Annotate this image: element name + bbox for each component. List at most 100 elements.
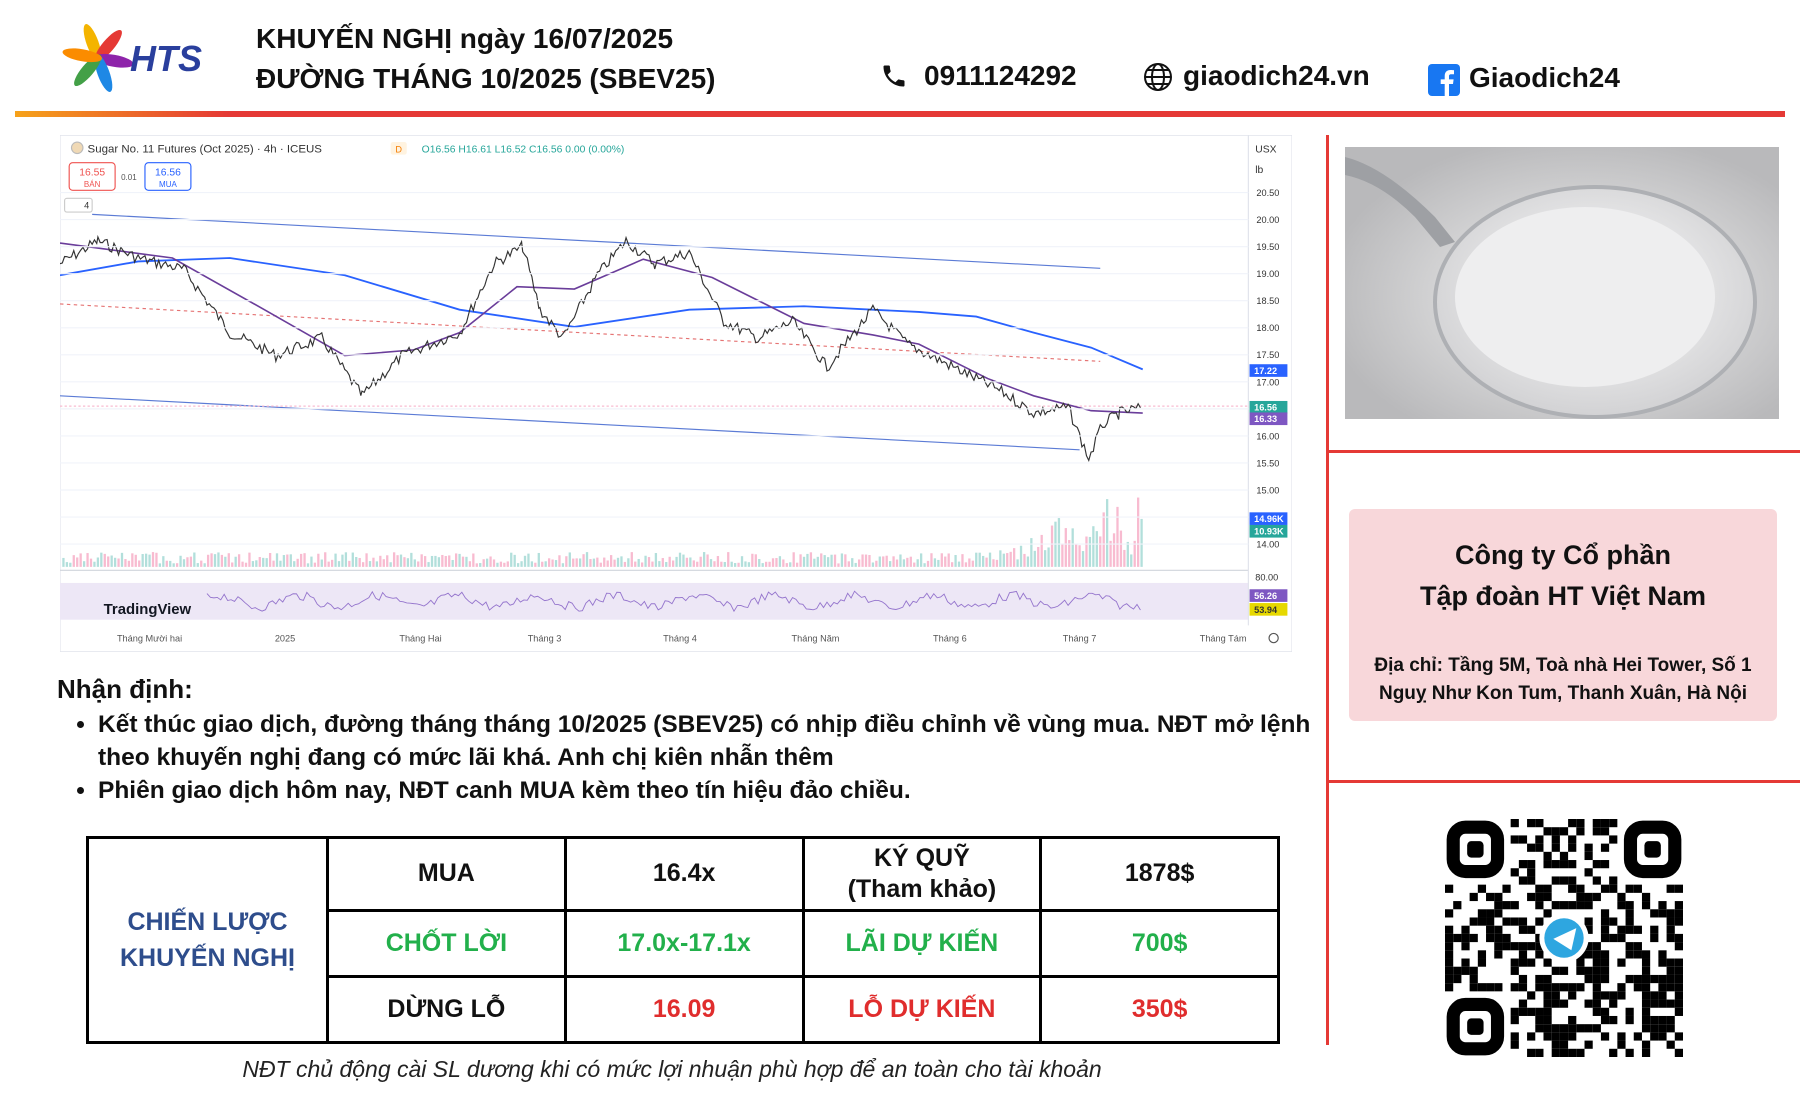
qr-cell [1600,1015,1610,1025]
volume-bar [795,562,799,567]
qr-cell [1494,925,1503,934]
volume-bar [868,554,871,567]
qr-cell [1592,983,1601,992]
volume-bar [968,558,971,567]
qr-cell [1543,983,1552,992]
qr-cell [1518,1007,1528,1016]
volume-bar [647,557,651,567]
qr-cell [1666,1015,1675,1025]
qr-cell [1461,958,1470,967]
qr-cell [1658,909,1667,918]
volume-bar [861,554,864,567]
price-axis-label: 16.00 [1256,431,1279,441]
volume-bar [141,554,144,567]
qr-cell [1650,991,1659,1000]
qr-cell [1518,974,1528,984]
volume-bar [678,552,682,567]
volume-bar [1023,553,1026,567]
volume-bar [468,561,472,567]
volume-bar [1105,499,1109,567]
volume-bar [816,556,819,567]
rsi-axis-label: 80.00 [1255,573,1278,583]
volume-bar [430,555,434,567]
qr-cell [1486,925,1495,934]
volume-bar [306,563,310,567]
volume-bar [100,552,103,567]
phone-number: 0911124292 [924,60,1077,91]
volume-bar [337,561,341,567]
qr-cell [1633,884,1642,893]
qr-cell [1600,860,1610,869]
volume-bar [217,552,220,567]
qr-cell [1568,876,1577,885]
qr-cell [1609,999,1618,1008]
price-badge-label: 53.94 [1254,605,1278,615]
qr-cell [1510,819,1519,828]
qr-cell [1576,819,1585,828]
volume-bar [589,559,592,567]
volume-bar [916,559,919,567]
qr-cell [1617,958,1626,967]
qr-cell [1600,958,1610,967]
qr-cell [1527,991,1536,1000]
qr-cell [1641,892,1651,902]
volume-bar [547,558,551,567]
qr-cell [1625,942,1634,951]
volume-bar [389,562,392,567]
price-axis-label: 19.00 [1256,269,1279,279]
qr-cell [1658,1032,1667,1041]
volume-bar [110,555,113,567]
chart-frame [60,135,1292,652]
qr-cell [1617,925,1626,934]
qr-cell [1592,942,1601,951]
qr-cell [1584,925,1593,934]
volume-bar [685,557,689,567]
sell-box [68,162,116,191]
qr-cell [1469,933,1478,943]
qr-cell [1559,876,1569,885]
price-badge-label: 10.93K [1254,527,1284,537]
price-badge-label: 14.96K [1254,514,1284,524]
qr-cell [1469,917,1478,926]
qr-cell [1535,843,1544,852]
volume-bar [213,554,217,567]
volume-bar [330,559,334,567]
qr-cell [1666,1024,1675,1033]
volume-bar [630,552,633,567]
volume-bar [606,560,609,567]
volume-bar [234,556,237,567]
qr-cell [1609,884,1618,893]
qr-cell [1674,966,1683,975]
volume-bar [544,561,547,567]
qr-cell [1576,958,1585,967]
qr-cell [1674,942,1683,951]
volume-bar [1099,536,1102,567]
volume-bar [813,558,816,567]
volume-bar [120,552,124,567]
volume-bar [282,555,286,567]
volume-bar [413,559,416,567]
qr-cell [1576,827,1585,836]
qr-cell [1502,933,1511,943]
qr-cell [1518,950,1528,959]
volume-bar [599,562,602,567]
time-axis-label: Tháng Mười hai [117,634,182,644]
price-badge-label: 16.56 [1254,403,1277,413]
volume-bar [554,560,558,567]
qr-cell [1641,991,1651,1000]
qr-cell [1518,983,1528,992]
qr-cell [1658,999,1667,1008]
trend-line [92,213,1101,269]
qr-cell [1584,950,1593,959]
qr-cell [1551,901,1560,910]
volume-bar [837,563,840,567]
volume-bar [854,562,857,567]
volume-bar [258,556,261,567]
qr-cell [1477,958,1487,967]
qr-cell [1510,917,1519,926]
price-axis-label: 20.00 [1256,215,1279,225]
qr-cell [1559,827,1569,836]
qr-cell [1486,983,1495,992]
price-badge [1249,412,1288,426]
volume-bar [950,562,954,567]
